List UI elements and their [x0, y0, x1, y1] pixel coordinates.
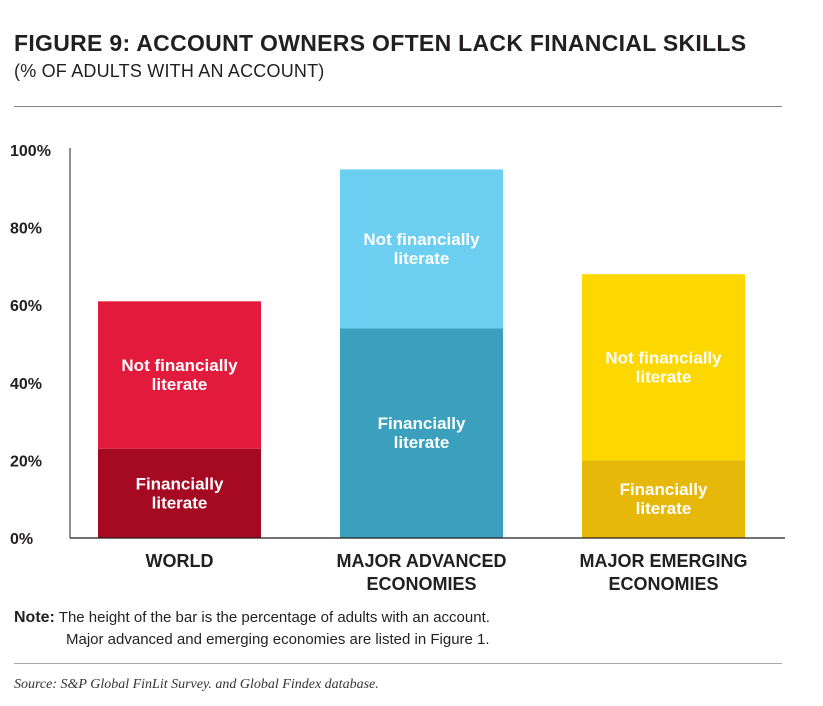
bar-segment-label: literate: [394, 433, 450, 452]
bar-segment-label: Not financially: [121, 356, 238, 375]
source-text: Source: S&P Global FinLit Survey. and Gl…: [14, 677, 379, 692]
bottom-divider: [14, 663, 782, 664]
chart-subtitle: (% OF ADULTS WITH AN ACCOUNT): [14, 61, 325, 81]
note-line-1: The height of the bar is the percentage …: [58, 609, 490, 626]
bar-segment-label: Not financially: [605, 348, 722, 367]
note-label: Note:: [14, 609, 55, 626]
bar-segment-financially-literate: [340, 328, 503, 538]
y-tick-label: 40%: [10, 376, 42, 393]
top-divider: [14, 106, 782, 107]
note: Note: The height of the bar is the perce…: [14, 607, 490, 648]
bar-segment-label: Not financially: [363, 230, 480, 249]
bar-segment-label: literate: [636, 367, 692, 386]
category-label: MAJOR ADVANCED: [336, 551, 506, 571]
chart-title: FIGURE 9: ACCOUNT OWNERS OFTEN LACK FINA…: [14, 30, 747, 56]
bar-segment-financially-literate: [98, 448, 261, 538]
bar-segment-not-financially-literate: [582, 274, 745, 461]
bar-segment-label: Financially: [378, 414, 466, 433]
stacked-bar-chart: 0%20%40%60%80%100%FinanciallyliterateNot…: [10, 143, 785, 594]
category-label: ECONOMIES: [608, 574, 718, 594]
y-tick-label: 0%: [10, 531, 33, 548]
bar-segment-label: literate: [152, 375, 208, 394]
bar-segment-label: literate: [152, 493, 208, 512]
category-label: WORLD: [146, 551, 214, 571]
bar-segment-label: Financially: [136, 474, 224, 493]
y-tick-label: 60%: [10, 298, 42, 315]
y-tick-label: 100%: [10, 143, 51, 160]
bar-segment-label: Financially: [620, 480, 708, 499]
note-line-2: Major advanced and emerging economies ar…: [66, 631, 490, 648]
bar-segment-label: literate: [394, 249, 450, 268]
bar-segment-not-financially-literate: [340, 169, 503, 329]
y-tick-label: 20%: [10, 453, 42, 470]
bar-segment-financially-literate: [582, 460, 745, 538]
y-tick-label: 80%: [10, 221, 42, 238]
category-label: MAJOR EMERGING: [579, 551, 747, 571]
bar-segment-label: literate: [636, 499, 692, 518]
bar-segment-not-financially-literate: [98, 301, 261, 449]
category-label: ECONOMIES: [366, 574, 476, 594]
